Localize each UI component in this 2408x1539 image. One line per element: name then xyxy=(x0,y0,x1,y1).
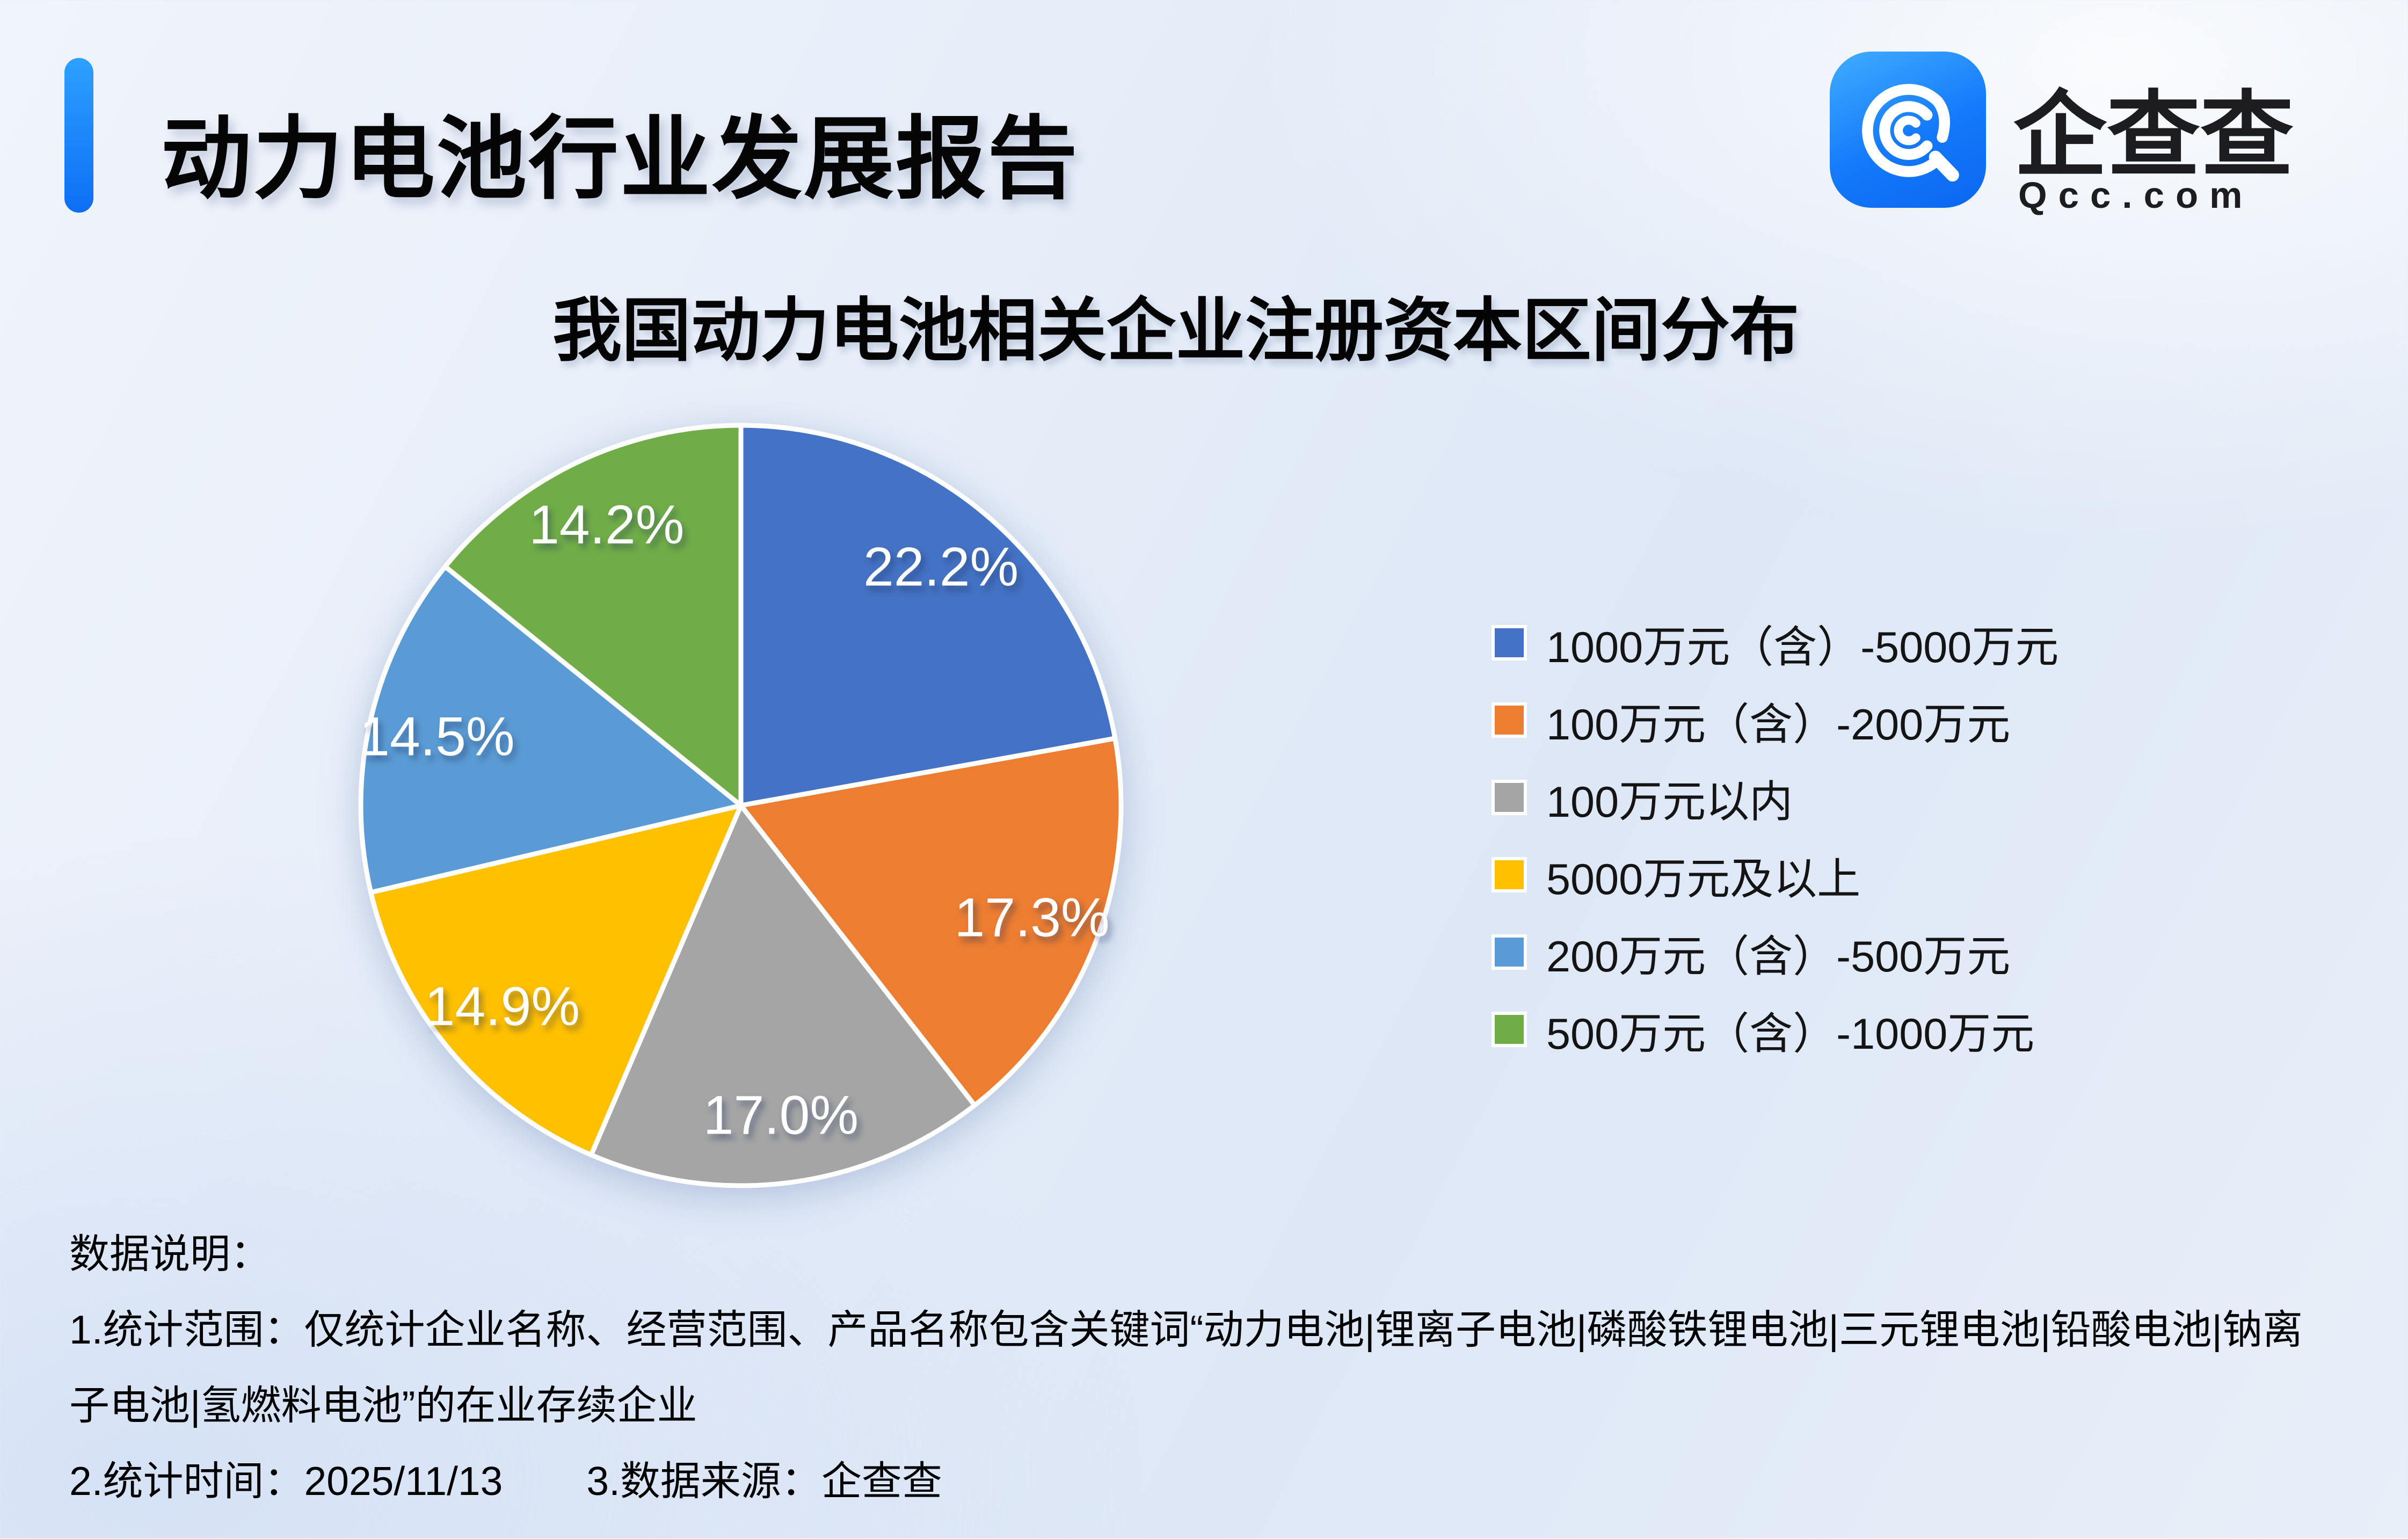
pie-slice xyxy=(368,803,744,1158)
legend-swatch xyxy=(1492,625,1527,660)
pie-slice-label: 17.3% xyxy=(954,887,1109,948)
legend-swatch xyxy=(1492,857,1527,892)
legend-item: 200万元（含）-500万元 xyxy=(1492,930,2058,981)
legend: 1000万元（含）-5000万元 100万元（含）-200万元 100万元以内 500… xyxy=(1492,620,2058,1058)
pie-slice xyxy=(738,423,1118,808)
pie-slice-label: 14.2% xyxy=(529,494,684,555)
legend-label: 100万元（含）-200万元 xyxy=(1546,700,2011,749)
pie-slice-label: 14.5% xyxy=(359,706,514,767)
pie-chart: 22.2% 17.3% 17.0% 14.9% 14.5% 14.2% xyxy=(358,423,1124,1188)
legend-item: 100万元（含）-200万元 xyxy=(1492,698,2058,749)
chart-title: 我国动力电池相关企业注册资本区间分布 xyxy=(552,293,1799,371)
legend-label: 1000万元（含）-5000万元 xyxy=(1546,622,2059,671)
notes-row: 2.统计时间：2025/11/13 3.数据来源：企查查 xyxy=(69,1445,2327,1521)
title-accent-bar xyxy=(64,58,93,213)
legend-label: 200万元（含）-500万元 xyxy=(1546,932,2011,981)
brand-domain: Qcc.com xyxy=(2018,174,2254,216)
notes-heading: 数据说明： xyxy=(69,1232,271,1277)
legend-item: 1000万元（含）-5000万元 xyxy=(1492,620,2058,671)
legend-label: 100万元以内 xyxy=(1546,777,1793,826)
legend-swatch xyxy=(1492,934,1527,970)
legend-label: 5000万元及以上 xyxy=(1546,854,1861,903)
legend-item: 500万元（含）-1000万元 xyxy=(1492,1007,2058,1058)
pie-slice xyxy=(738,736,1124,1108)
pie-slice-label: 17.0% xyxy=(703,1084,859,1145)
qcc-search-icon xyxy=(1861,83,1959,181)
pie-slice-label: 22.2% xyxy=(863,536,1019,597)
brand-name: 企查查 xyxy=(2013,84,2294,188)
legend-swatch xyxy=(1492,1012,1527,1047)
qcc-logo-tile xyxy=(1830,52,1986,208)
data-notes: 数据说明： 1.统计范围：仅统计企业名称、经营范围、产品名称包含关键词“动力电池… xyxy=(69,1218,2327,1521)
brand-logo: 企查查 Qcc.com xyxy=(1830,50,2361,227)
legend-swatch xyxy=(1492,702,1527,738)
note-time: 2.统计时间：2025/11/13 xyxy=(69,1460,503,1505)
pie-slice xyxy=(588,803,977,1188)
pie-slice xyxy=(358,564,744,895)
pie-slice-label: 14.9% xyxy=(425,976,580,1037)
pie-slice xyxy=(442,423,744,808)
legend-item: 5000万元及以上 xyxy=(1492,852,2058,903)
legend-item: 100万元以内 xyxy=(1492,775,2058,826)
legend-label: 500万元（含）-1000万元 xyxy=(1546,1009,2035,1058)
note-scope: 1.统计范围：仅统计企业名称、经营范围、产品名称包含关键词“动力电池|锂离子电池… xyxy=(69,1308,2303,1429)
note-source: 3.数据来源：企查查 xyxy=(586,1460,942,1505)
legend-swatch xyxy=(1492,780,1527,815)
report-title: 动力电池行业发展报告 xyxy=(161,108,1079,209)
